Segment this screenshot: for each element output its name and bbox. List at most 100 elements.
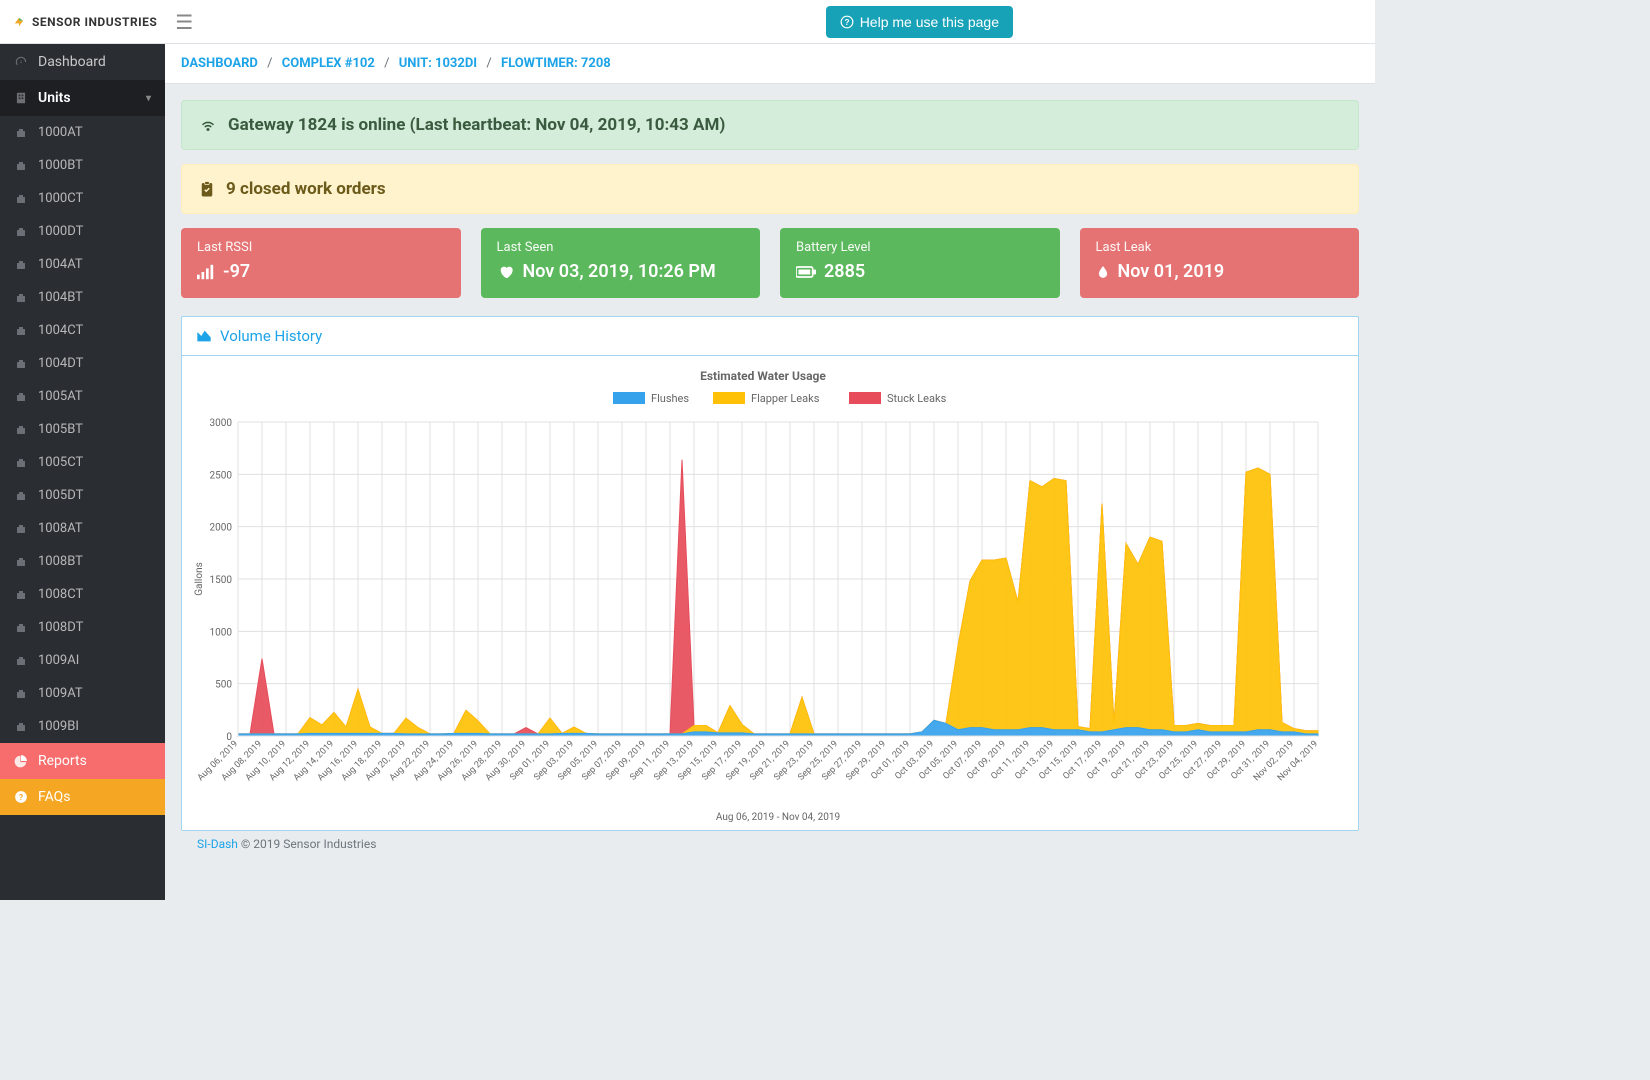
stat-value: Nov 03, 2019, 10:26 PM: [523, 261, 716, 282]
unit-icon: [14, 588, 28, 602]
area-chart-icon: [196, 329, 212, 343]
unit-icon: [14, 555, 28, 569]
help-button[interactable]: ? Help me use this page: [826, 6, 1013, 38]
sidebar-item-label: Dashboard: [38, 54, 106, 70]
unit-icon: [14, 291, 28, 305]
sidebar-unit-item[interactable]: 1000CT: [0, 182, 165, 215]
brand-name: SENSOR INDUSTRIES: [32, 15, 157, 29]
sidebar-item-label: 1000CT: [38, 191, 83, 206]
sidebar-item-label: 1009AI: [38, 653, 79, 668]
unit-icon: [14, 192, 28, 206]
gauge-icon: [14, 55, 28, 69]
stat-card-battery: Battery Level 2885: [780, 228, 1060, 298]
stat-label: Last Seen: [497, 240, 745, 255]
unit-icon: [14, 258, 28, 272]
sidebar-unit-item[interactable]: 1008BT: [0, 545, 165, 578]
footer-text: © 2019 Sensor Industries: [238, 837, 376, 851]
breadcrumb-complex[interactable]: COMPLEX #102: [282, 56, 375, 71]
sidebar-unit-item[interactable]: 1005DT: [0, 479, 165, 512]
unit-icon: [14, 687, 28, 701]
topbar: SENSOR INDUSTRIES ☰ ? Help me use this p…: [0, 0, 1375, 44]
sidebar-unit-item[interactable]: 1008AT: [0, 512, 165, 545]
sidebar-item-faqs[interactable]: ? FAQs: [0, 779, 165, 815]
svg-text:Flushes: Flushes: [651, 392, 689, 405]
sidebar-unit-item[interactable]: 1004DT: [0, 347, 165, 380]
unit-icon: [14, 456, 28, 470]
unit-icon: [14, 126, 28, 140]
alert-text: Gateway 1824 is online (Last heartbeat: …: [228, 115, 725, 135]
alert-text: 9 closed work orders: [226, 179, 386, 199]
unit-icon: [14, 489, 28, 503]
sidebar-item-label: 1008AT: [38, 521, 83, 536]
sidebar-units-list: 1000AT 1000BT 1000CT 1000DT 1004AT 1004BT 1004…: [0, 116, 165, 743]
unit-icon: [14, 621, 28, 635]
footer-link[interactable]: SI-Dash: [197, 837, 238, 851]
sidebar-item-label: 1004AT: [38, 257, 83, 272]
stat-value: Nov 01, 2019: [1118, 261, 1225, 282]
brand-logo-icon: [12, 15, 26, 29]
unit-icon: [14, 522, 28, 536]
stat-card-rssi: Last RSSI -97: [181, 228, 461, 298]
volume-history-panel: Volume History Estimated Water Usage Flus…: [181, 316, 1359, 831]
svg-text:1500: 1500: [210, 575, 233, 586]
sidebar-item-label: 1009BI: [38, 719, 79, 734]
sidebar-item-units[interactable]: Units ▾: [0, 80, 165, 116]
unit-icon: [14, 225, 28, 239]
sidebar-unit-item[interactable]: 1009AI: [0, 644, 165, 677]
sidebar-item-label: Units: [38, 90, 71, 106]
sidebar-item-label: 1005BT: [38, 422, 83, 437]
sidebar-unit-item[interactable]: 1005BT: [0, 413, 165, 446]
building-icon: [14, 91, 28, 105]
svg-text:2000: 2000: [210, 523, 233, 534]
stat-label: Last RSSI: [197, 240, 445, 255]
signal-icon: [198, 116, 218, 134]
svg-text:3000: 3000: [210, 418, 233, 429]
breadcrumb: DASHBOARD / COMPLEX #102 / UNIT: 1032DI …: [165, 44, 1375, 84]
svg-text:Estimated Water Usage: Estimated Water Usage: [700, 369, 826, 383]
svg-text:?: ?: [844, 17, 849, 26]
sidebar-unit-item[interactable]: 1000DT: [0, 215, 165, 248]
sidebar-item-label: FAQs: [38, 789, 71, 805]
volume-history-chart: Estimated Water UsageFlushesFlapper Leak…: [188, 366, 1338, 826]
stat-value: 2885: [824, 261, 865, 282]
svg-text:500: 500: [215, 680, 232, 691]
brand-logo[interactable]: SENSOR INDUSTRIES: [12, 15, 157, 29]
sidebar-item-label: 1000AT: [38, 125, 83, 140]
sidebar-item-dashboard[interactable]: Dashboard: [0, 44, 165, 80]
help-icon: ?: [840, 15, 854, 29]
main-content: DASHBOARD / COMPLEX #102 / UNIT: 1032DI …: [165, 44, 1375, 900]
sidebar-unit-item[interactable]: 1000AT: [0, 116, 165, 149]
breadcrumb-flowtimer[interactable]: FLOWTIMER: 7208: [501, 56, 611, 71]
sidebar-unit-item[interactable]: 1005CT: [0, 446, 165, 479]
sidebar-unit-item[interactable]: 1008CT: [0, 578, 165, 611]
signal-bars-icon: [197, 264, 215, 280]
footer: SI-Dash © 2019 Sensor Industries: [181, 831, 1359, 851]
menu-toggle-icon[interactable]: ☰: [175, 10, 193, 34]
sidebar-item-label: 1009AT: [38, 686, 83, 701]
sidebar-item-label: 1005DT: [38, 488, 83, 503]
sidebar-unit-item[interactable]: 1009BI: [0, 710, 165, 743]
sidebar-unit-item[interactable]: 1004BT: [0, 281, 165, 314]
stat-cards-row: Last RSSI -97 Last Seen Nov 03, 2019, 10…: [181, 228, 1359, 298]
sidebar-item-label: 1005AT: [38, 389, 83, 404]
alert-gateway-online: Gateway 1824 is online (Last heartbeat: …: [181, 100, 1359, 150]
help-circle-icon: ?: [14, 790, 28, 804]
sidebar-unit-item[interactable]: 1009AT: [0, 677, 165, 710]
breadcrumb-dashboard[interactable]: DASHBOARD: [181, 56, 258, 71]
sidebar-unit-item[interactable]: 1000BT: [0, 149, 165, 182]
sidebar-unit-item[interactable]: 1004AT: [0, 248, 165, 281]
panel-title: Volume History: [220, 327, 322, 345]
sidebar-unit-item[interactable]: 1004CT: [0, 314, 165, 347]
stat-label: Last Leak: [1096, 240, 1344, 255]
sidebar-item-label: 1004CT: [38, 323, 83, 338]
unit-icon: [14, 654, 28, 668]
droplet-icon: [1096, 263, 1110, 281]
sidebar-unit-item[interactable]: 1008DT: [0, 611, 165, 644]
sidebar-item-label: 1004DT: [38, 356, 83, 371]
sidebar-unit-item[interactable]: 1005AT: [0, 380, 165, 413]
unit-icon: [14, 357, 28, 371]
breadcrumb-unit[interactable]: UNIT: 1032DI: [399, 56, 477, 71]
sidebar-item-label: Reports: [38, 753, 87, 769]
sidebar-item-reports[interactable]: Reports: [0, 743, 165, 779]
sidebar-item-label: 1008CT: [38, 587, 83, 602]
